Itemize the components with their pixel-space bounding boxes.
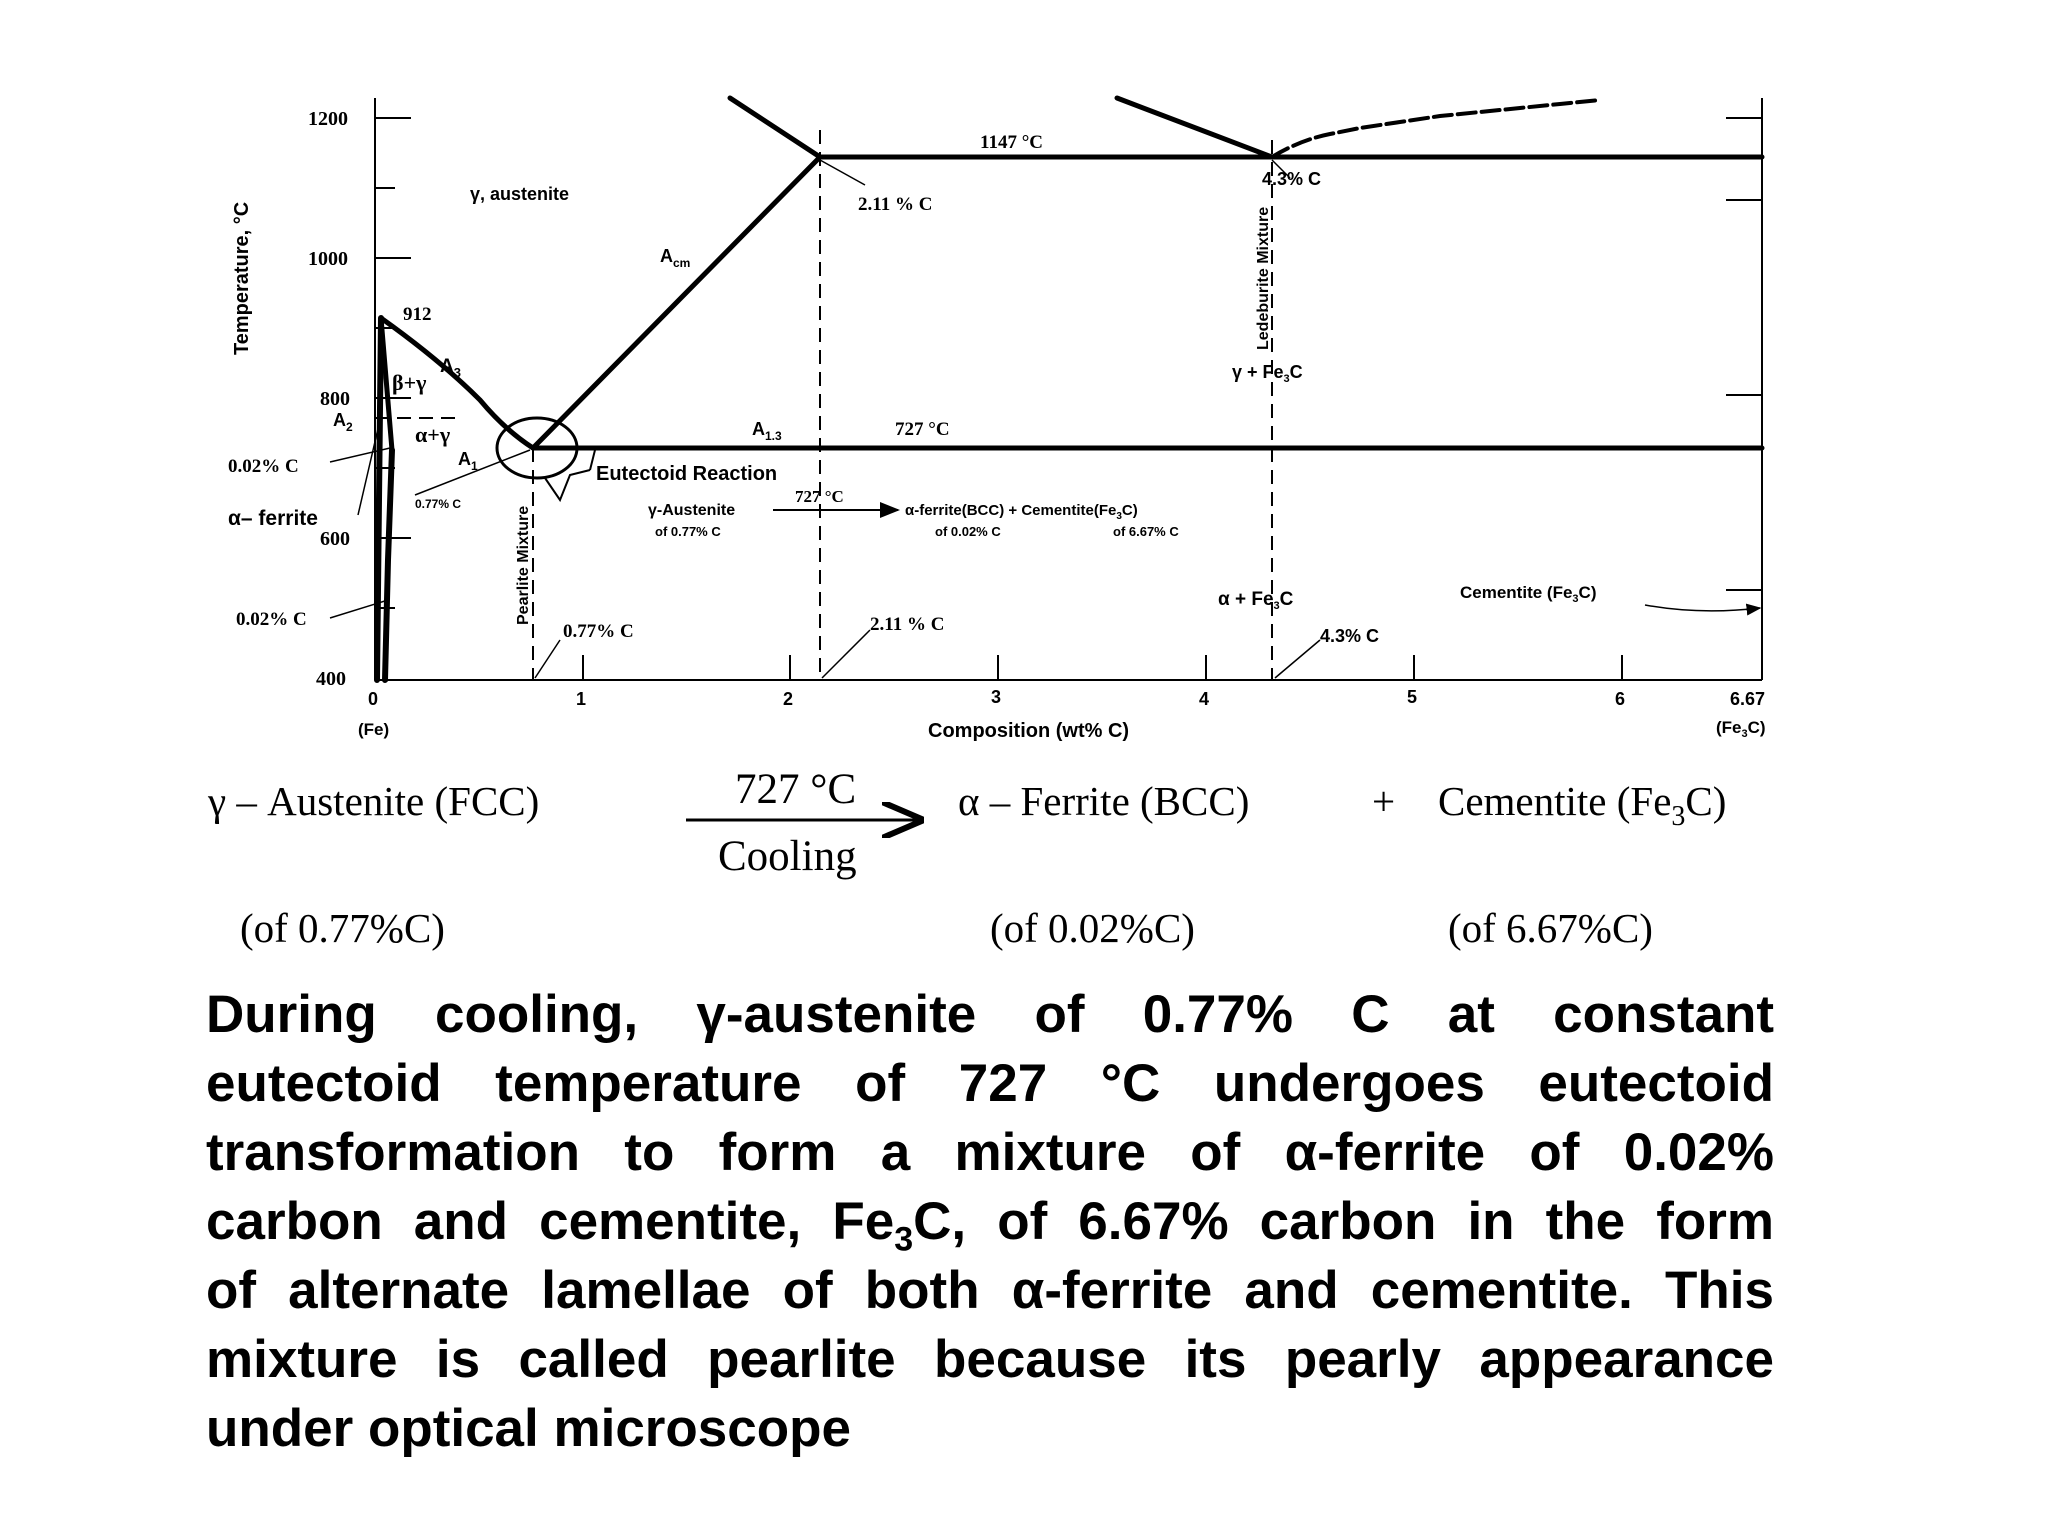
svg-text:α-ferrite(BCC) + Cementite(F: α-ferrite(BCC) + Cementite(Fe3C) (905, 502, 1138, 522)
y-tick-label: 1200 (308, 108, 348, 130)
svg-text:of 6.67% C: of 6.67% C (1113, 524, 1179, 539)
x-tick-label: 5 (1407, 687, 1417, 707)
y-axis-title: Temperature, °C (231, 202, 253, 355)
svg-text:β+γ: β+γ (392, 370, 426, 395)
svg-text:γ, austenite: γ, austenite (470, 184, 569, 204)
svg-text:Cementite (Fe3C): Cementite (Fe3C) (1460, 583, 1597, 605)
description-line: eutectoid temperature of 727 °C undergoe… (206, 1054, 1774, 1113)
svg-text:α+γ: α+γ (415, 422, 450, 447)
x-tick-label: 4 (1199, 689, 1209, 709)
svg-text:0.02% C: 0.02% C (228, 456, 299, 477)
a3-line (378, 315, 536, 451)
condition-bottom: Cooling (718, 833, 857, 880)
product-cementite: Cementite (Fe3C) (1438, 778, 1726, 832)
svg-text:of 0.02% C: of 0.02% C (935, 524, 1001, 539)
svg-text:727 °C: 727 °C (795, 487, 844, 506)
svg-text:4.3% C: 4.3% C (1320, 626, 1379, 646)
liquidus-left (727, 95, 823, 160)
pointer-lines (329, 159, 1762, 679)
x-axis-title: Composition (wt% C) (928, 720, 1129, 742)
description-line: During cooling, γ-austenite of 0.77% C a… (206, 985, 1774, 1044)
x-tick-label: 0 (368, 689, 378, 709)
description-paragraph: During cooling, γ-austenite of 0.77% C a… (206, 980, 1774, 1463)
svg-text:Eutectoid Reaction: Eutectoid Reaction (596, 463, 777, 485)
x-right-sub: (Fe3C) (1716, 718, 1766, 740)
svg-text:A1: A1 (458, 449, 478, 473)
y-tick-label: 400 (316, 668, 346, 690)
axes (374, 98, 1763, 681)
y-tick-label: 800 (320, 388, 350, 410)
svg-text:0.02% C: 0.02% C (236, 609, 307, 630)
y-tick-label: 600 (320, 528, 350, 550)
svg-text:0.77% C: 0.77% C (563, 621, 634, 642)
x-tick-label: 2 (783, 689, 793, 709)
svg-text:γ + Fe3C: γ + Fe3C (1232, 362, 1303, 385)
liquidus-right-right (1270, 98, 1602, 159)
svg-text:912: 912 (403, 304, 432, 325)
ledeburite-label: Ledeburite Mixture (1255, 207, 1272, 350)
svg-text:727 °C: 727 °C (895, 419, 950, 440)
product-ferrite: α – Ferrite (BCC) (958, 778, 1249, 824)
svg-text:A3: A3 (440, 356, 461, 380)
x-tick-label: 6 (1615, 689, 1625, 709)
x-axis-labels: 0 1 2 3 4 5 6 6.67 (Fe) (Fe3C) Compositi… (358, 687, 1766, 742)
svg-text:1147 °C: 1147 °C (980, 132, 1043, 153)
x-tick-label: 1 (576, 689, 586, 709)
svg-text:A1.3: A1.3 (752, 419, 782, 443)
eutectoid-callout-bar (589, 449, 596, 471)
x-tick-label: 3 (991, 687, 1001, 707)
reactant-composition: (of 0.77%C) (240, 905, 445, 951)
svg-text:4.3% C: 4.3% C (1262, 169, 1321, 189)
svg-text:γ-Austenite: γ-Austenite (648, 502, 735, 519)
ferrite-composition: (of 0.02%C) (990, 905, 1195, 951)
y-axis-labels: 1200 1000 800 600 400 (308, 108, 350, 690)
description-line: transformation to form a mixture of α-fe… (206, 1123, 1774, 1182)
ferrite-boundary (382, 447, 395, 683)
svg-text:A2: A2 (333, 410, 353, 434)
description-line: mixture is called pearlite because its p… (206, 1330, 1774, 1389)
svg-text:of 0.77% C: of 0.77% C (655, 524, 721, 539)
svg-text:2.11 % C: 2.11 % C (870, 614, 944, 635)
svg-text:0.77% C: 0.77% C (415, 497, 461, 511)
liquidus-right-left (1114, 95, 1275, 160)
y-tick-label: 1000 (308, 248, 348, 270)
reactant: γ – Austenite (FCC) (207, 778, 539, 824)
reference-lines (375, 130, 1273, 680)
svg-text:α– ferrite: α– ferrite (228, 507, 318, 530)
description-line: carbon and cementite, Fe3C, of 6.67% car… (206, 1192, 1774, 1259)
region-labels: 1147 °C 4.3% C 2.11 % C γ, austenite Acm… (228, 132, 1597, 646)
x-left-sub: (Fe) (358, 720, 389, 739)
svg-text:2.11 % C: 2.11 % C (858, 194, 932, 215)
x-tick-label: 6.67 (1730, 689, 1765, 709)
acm-line (530, 154, 823, 451)
svg-text:Acm: Acm (660, 246, 690, 270)
description-line: under optical microscope (206, 1399, 851, 1458)
eutectoid-callout (544, 469, 591, 503)
eutectoid-point-circle (495, 416, 579, 480)
pearlite-label: Pearlite Mixture (515, 506, 532, 625)
plus-sign: + (1372, 778, 1395, 824)
ferrite-left (374, 315, 384, 683)
svg-text:α + Fe3C: α + Fe3C (1218, 589, 1294, 612)
condition-top: 727 °C (735, 766, 856, 813)
phase-boundaries (374, 95, 1765, 683)
inset-reaction: γ-Austenite of 0.77% C 727 °C α-ferrite(… (648, 487, 1179, 539)
description-line: of alternate lamellae of both α-ferrite … (206, 1261, 1774, 1320)
cementite-composition: (of 6.67%C) (1448, 905, 1653, 951)
